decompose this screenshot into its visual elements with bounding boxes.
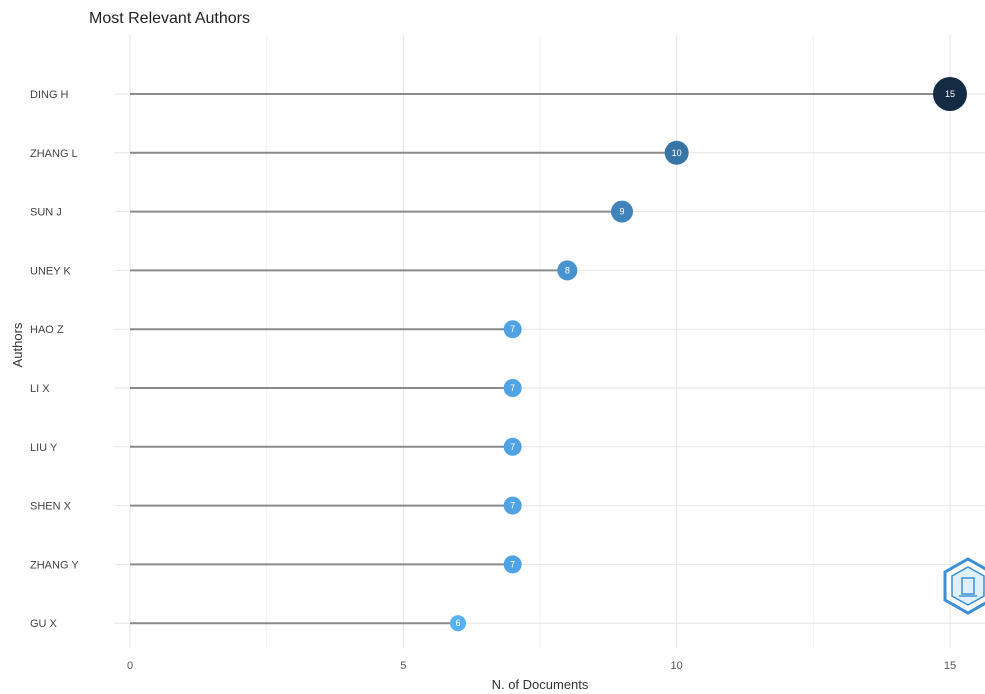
author-labels: DING H ZHANG L SUN J UNEY K HAO Z LI X LIU Y SH…	[30, 89, 79, 630]
lollipop-point	[450, 615, 466, 632]
data-label: 7	[510, 324, 515, 334]
x-tick-label: 15	[944, 660, 956, 672]
lollipop-point	[611, 200, 633, 223]
data-label: 7	[510, 383, 515, 393]
grid	[115, 35, 985, 648]
lollipop-point	[933, 77, 967, 111]
watermark-logo-icon	[943, 557, 985, 615]
data-label: 10	[672, 148, 682, 158]
data-label: 6	[455, 618, 460, 628]
stems	[130, 93, 950, 625]
lollipop-point	[503, 555, 522, 574]
author-label: DING H	[30, 89, 69, 101]
author-label: LI X	[30, 383, 50, 395]
lollipop-point	[503, 320, 522, 339]
lollipop-point	[503, 496, 522, 515]
author-label: SHEN X	[30, 501, 72, 513]
author-label: UNEY K	[30, 265, 71, 277]
lollipop-point	[664, 140, 689, 165]
data-label: 7	[510, 501, 515, 511]
data-label: 7	[510, 442, 515, 452]
lollipop-point	[503, 437, 522, 456]
author-label: ZHANG Y	[30, 559, 79, 571]
data-label: 7	[510, 559, 515, 569]
chart-title: Most Relevant Authors	[89, 10, 250, 27]
points: 15 10 9 8 7 7 7 7 7 6	[450, 77, 967, 632]
data-label: 9	[619, 207, 624, 217]
data-label: 15	[945, 89, 955, 99]
x-tick-label: 5	[400, 660, 406, 672]
lollipop-point	[557, 260, 578, 281]
x-tick-label: 10	[671, 660, 683, 672]
x-tick-labels: 0 5 10 15	[127, 660, 956, 672]
author-label: GU X	[30, 618, 58, 630]
data-label: 8	[565, 265, 570, 275]
author-label: LIU Y	[30, 442, 58, 454]
y-axis-title: Authors	[10, 322, 25, 367]
x-axis-title: N. of Documents	[492, 677, 589, 692]
author-label: SUN J	[30, 207, 62, 219]
author-label: HAO Z	[30, 324, 64, 336]
lollipop-point	[503, 379, 522, 397]
x-tick-label: 0	[127, 660, 133, 672]
author-label: ZHANG L	[30, 148, 78, 160]
